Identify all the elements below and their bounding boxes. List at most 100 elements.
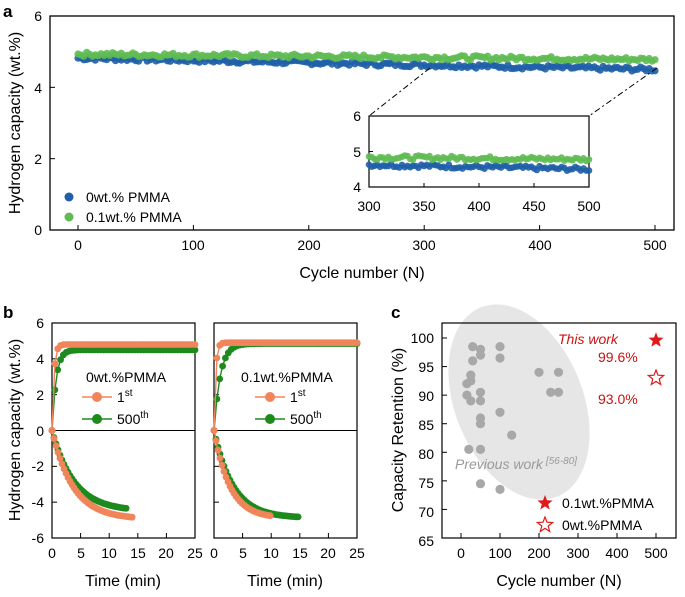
panel-b2-xtick: 25 (349, 545, 365, 561)
data-point (213, 354, 221, 362)
previous-work-point (475, 479, 486, 489)
panel-b2-xtick: 10 (263, 545, 279, 561)
legend-label-0-1wt: 0.1wt.% PMMA (86, 209, 182, 225)
panel-label-a: a (3, 2, 13, 21)
this-work-value-hollow: 93.0% (598, 391, 638, 407)
data-point (50, 435, 58, 442)
legend-marker-1st (265, 392, 275, 402)
legend-marker-500th (265, 414, 275, 424)
legend-marker-500th (92, 414, 102, 424)
panel-c-xtick: 400 (605, 545, 629, 561)
panel-b2-xtick: 5 (239, 545, 247, 561)
previous-work-point (507, 430, 517, 440)
previous-work-point (464, 444, 474, 454)
panel-c-xtick: 0 (457, 545, 465, 561)
previous-work-point (475, 419, 486, 429)
previous-work-point (553, 367, 564, 377)
inset-connector-right (588, 67, 658, 117)
previous-work-point (495, 407, 505, 417)
panel-label-b: b (3, 303, 13, 322)
panel-b-ytick: -2 (32, 458, 45, 474)
inset-ytick: 5 (353, 144, 361, 160)
data-point (56, 455, 64, 462)
previous-work-point (495, 342, 505, 352)
data-point (216, 375, 224, 383)
data-point (266, 512, 274, 520)
panel-c-xtick: 100 (488, 545, 512, 561)
inset-data-point (585, 156, 593, 163)
previous-work-point (475, 387, 486, 397)
inset-data-point (585, 167, 593, 174)
data-point (294, 513, 302, 521)
panel-a-plot (49, 15, 675, 231)
previous-work-point (462, 379, 472, 389)
data-point (51, 386, 59, 394)
panel-b-ytick: -6 (32, 530, 45, 546)
panel-b2-xtick: 0 (210, 545, 218, 561)
panel-b1-xtick: 5 (77, 545, 85, 561)
panel-b1-x-tick-labels: 0 5 10 15 20 25 (48, 545, 203, 561)
panel-b-y-tick-labels: 6 4 2 0 -2 -4 -6 (32, 315, 45, 546)
panel-a-xtick: 0 (74, 237, 82, 253)
panel-a-y-axis-label: Hydrogen capacity (wt.%) (7, 32, 24, 214)
this-work-label: This work (558, 331, 619, 347)
panel-a-xtick: 400 (528, 237, 552, 253)
panel-b1-xtick: 25 (187, 545, 203, 561)
legend-marker-0-1wt (64, 212, 74, 222)
panel-a-x-axis-label: Cycle number (N) (299, 265, 424, 282)
panel-b2-x-tick-labels: 0 5 10 15 20 25 (210, 545, 365, 561)
legend-label-0wt: 0wt.% PMMA (86, 189, 171, 205)
data-point (128, 513, 136, 521)
legend-marker-hollow-star (535, 515, 555, 533)
panel-c-ytick: 80 (418, 446, 434, 462)
panel-c-y-axis-label: Capacity Retention (%) (390, 348, 407, 513)
panel-a-y-tick-labels: 0 2 4 6 (34, 8, 42, 238)
previous-work-label: Previous work [56-80] (455, 456, 577, 472)
inset-xtick: 350 (412, 198, 436, 214)
previous-work-point (475, 396, 486, 406)
data-point (220, 468, 228, 475)
panel-b-ytick: 6 (36, 315, 44, 331)
inset-xtick: 450 (522, 198, 546, 214)
previous-work-point (495, 484, 505, 494)
previous-work-point (534, 367, 544, 377)
panel-c-plot (441, 322, 677, 539)
panel-b1-xtick: 0 (48, 545, 56, 561)
panel-b1-xtick: 15 (130, 545, 146, 561)
previous-work-point (475, 350, 486, 360)
legend-label-500th: 500th (117, 410, 149, 427)
inset-plot (365, 115, 593, 188)
panel-b-ytick: -4 (32, 494, 45, 510)
panel-c-ytick: 75 (418, 475, 434, 491)
previous-work-region (448, 304, 590, 500)
panel-c-ytick: 90 (418, 388, 434, 404)
panel-b-ytick: 2 (36, 387, 44, 403)
panel-c-x-axis-label: Cycle number (N) (496, 573, 621, 590)
panel-b-y-axis-label: Hydrogen capacity (wt.%) (7, 339, 24, 521)
panel-c-xtick: 300 (566, 545, 590, 561)
data-point (212, 437, 220, 445)
panel-b-ytick: 4 (36, 351, 44, 367)
data-point (210, 427, 218, 434)
legend-marker-1st (92, 392, 102, 402)
data-point (191, 341, 199, 348)
legend-label-1st: 1st (117, 388, 133, 405)
panel-b2-xtick: 20 (320, 545, 336, 561)
previous-work-point (553, 387, 564, 397)
data-point (222, 354, 229, 362)
data-point (54, 449, 62, 456)
panel-c-x-tick-labels: 0 100 200 300 400 500 (457, 545, 668, 561)
inset-xtick: 400 (467, 198, 491, 214)
panel-b1-x-axis-label: Time (min) (85, 573, 161, 590)
data-point (214, 446, 222, 454)
inset-tick-labels: 6 5 4 300 350 400 450 500 (353, 108, 601, 214)
data-point (51, 360, 59, 368)
previous-work-point (466, 396, 476, 406)
legend-label-1st: 1st (290, 388, 306, 405)
inset-connector-left (368, 67, 431, 117)
panel-a-x-tick-labels: 0 100 200 300 400 500 (74, 237, 667, 253)
previous-work-point (546, 387, 556, 397)
panel-b1-title: 0wt.%PMMA (86, 369, 167, 385)
data-point (651, 56, 659, 64)
